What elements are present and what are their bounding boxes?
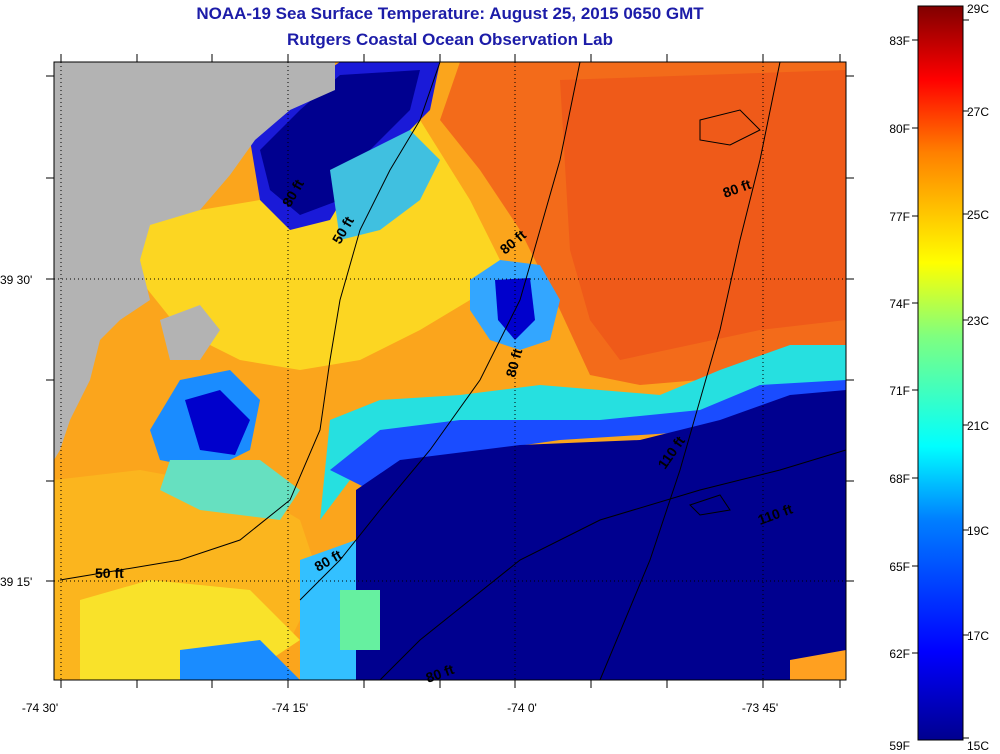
colorbar-label-f: 71F — [889, 384, 910, 398]
colorbar-gradient — [917, 5, 964, 741]
contour-label: 50 ft — [95, 565, 124, 581]
colorbar-label-f: 80F — [889, 122, 910, 136]
colorbar-label-f: 59F — [889, 739, 910, 753]
plot-frame — [53, 61, 847, 681]
x-tick-label: -74 15' — [272, 701, 308, 715]
map-subtitle: Rutgers Coastal Ocean Observation Lab — [287, 30, 613, 49]
colorbar-label-c: 19C — [967, 524, 989, 538]
colorbar-label-f: 77F — [889, 210, 910, 224]
sst-field — [54, 62, 846, 680]
y-tick-label: 39 15' — [0, 575, 32, 589]
colorbar-label-c: 23C — [967, 314, 989, 328]
colorbar-label-c: 15C — [967, 739, 989, 753]
colorbar-label-c: 29C — [967, 2, 989, 16]
colorbar-label-f: 74F — [889, 297, 910, 311]
colorbar: 83F 80F 77F 74F 71F 68F 65F 62F 59F 29C … — [889, 2, 989, 753]
colorbar-label-f: 62F — [889, 647, 910, 661]
colorbar-label-c: 17C — [967, 629, 989, 643]
x-tick-label: -74 0' — [507, 701, 537, 715]
x-tick-label: -74 30' — [22, 701, 58, 715]
map-title: NOAA-19 Sea Surface Temperature: August … — [196, 4, 704, 23]
colorbar-label-c: 27C — [967, 105, 989, 119]
y-tick-label: 39 30' — [0, 273, 32, 287]
colorbar-label-f: 65F — [889, 560, 910, 574]
tick-marks — [46, 54, 854, 688]
x-tick-label: -73 45' — [742, 701, 778, 715]
contour-label: 80 ft — [502, 347, 525, 379]
colorbar-label-f: 83F — [889, 34, 910, 48]
colorbar-label-f: 68F — [889, 472, 910, 486]
colorbar-label-c: 25C — [967, 208, 989, 222]
colorbar-label-c: 21C — [967, 419, 989, 433]
